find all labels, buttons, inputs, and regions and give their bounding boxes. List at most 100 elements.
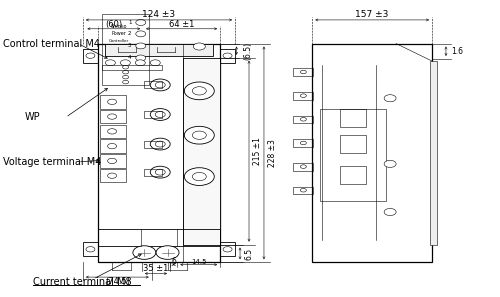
Circle shape bbox=[223, 247, 232, 252]
Circle shape bbox=[300, 118, 306, 121]
Bar bbox=[294, 68, 314, 76]
Circle shape bbox=[108, 143, 116, 149]
Text: 157 ±3: 157 ±3 bbox=[356, 10, 389, 19]
Text: 4: 4 bbox=[128, 56, 132, 61]
Bar bbox=[100, 139, 126, 153]
Circle shape bbox=[120, 60, 130, 66]
Circle shape bbox=[122, 80, 128, 84]
Text: 2: 2 bbox=[128, 31, 132, 36]
Text: 228 ±3: 228 ±3 bbox=[268, 139, 278, 167]
Text: Current terminal M8: Current terminal M8 bbox=[33, 277, 132, 287]
Bar bbox=[83, 242, 98, 256]
Circle shape bbox=[155, 112, 165, 117]
Circle shape bbox=[108, 99, 116, 105]
Bar bbox=[102, 14, 150, 85]
Text: WP: WP bbox=[24, 113, 40, 122]
Text: 6.5: 6.5 bbox=[244, 247, 254, 260]
Bar bbox=[220, 49, 235, 63]
Bar bbox=[144, 169, 162, 176]
Bar bbox=[184, 58, 220, 244]
Circle shape bbox=[156, 246, 179, 259]
Bar bbox=[98, 44, 220, 262]
Text: 64 ±1: 64 ±1 bbox=[169, 20, 194, 29]
Bar bbox=[83, 49, 98, 63]
Circle shape bbox=[136, 31, 145, 37]
Text: Shinko: Shinko bbox=[110, 24, 126, 29]
Bar bbox=[340, 135, 366, 153]
Text: 215 ±1: 215 ±1 bbox=[254, 137, 262, 165]
Circle shape bbox=[155, 169, 165, 175]
Bar bbox=[294, 139, 314, 147]
Circle shape bbox=[122, 70, 128, 74]
Circle shape bbox=[86, 53, 95, 58]
Circle shape bbox=[136, 43, 145, 49]
Circle shape bbox=[150, 109, 170, 120]
Circle shape bbox=[122, 65, 128, 69]
Circle shape bbox=[300, 94, 306, 97]
Bar bbox=[100, 169, 126, 182]
Bar bbox=[220, 242, 235, 256]
Text: Controller: Controller bbox=[108, 39, 128, 43]
Text: Power: Power bbox=[111, 31, 126, 36]
Circle shape bbox=[150, 60, 160, 66]
Bar bbox=[312, 44, 432, 262]
Bar bbox=[100, 124, 126, 138]
Circle shape bbox=[184, 126, 214, 144]
Circle shape bbox=[150, 138, 170, 150]
Text: 6: 6 bbox=[171, 257, 176, 266]
Circle shape bbox=[155, 82, 165, 88]
Bar bbox=[340, 109, 366, 127]
Bar bbox=[102, 65, 162, 70]
Text: 35 ±1: 35 ±1 bbox=[144, 264, 169, 273]
Circle shape bbox=[155, 141, 165, 147]
Circle shape bbox=[122, 75, 128, 79]
Bar bbox=[320, 109, 386, 201]
Circle shape bbox=[136, 55, 145, 61]
Bar bbox=[144, 81, 162, 89]
Text: 124 ±3: 124 ±3 bbox=[142, 10, 176, 19]
Circle shape bbox=[106, 60, 116, 66]
Circle shape bbox=[108, 158, 116, 164]
Bar bbox=[100, 95, 126, 109]
Text: (60): (60) bbox=[105, 20, 122, 29]
Bar bbox=[294, 163, 314, 171]
Circle shape bbox=[136, 20, 145, 26]
Bar bbox=[100, 110, 126, 123]
Text: 1.6: 1.6 bbox=[451, 47, 463, 56]
Bar bbox=[294, 116, 314, 124]
Circle shape bbox=[300, 165, 306, 168]
Circle shape bbox=[223, 53, 232, 58]
Circle shape bbox=[300, 70, 306, 74]
Bar bbox=[144, 111, 162, 118]
Circle shape bbox=[184, 168, 214, 185]
Circle shape bbox=[192, 173, 206, 181]
Circle shape bbox=[384, 95, 396, 102]
Bar bbox=[144, 140, 162, 148]
Circle shape bbox=[150, 79, 170, 91]
Bar bbox=[430, 61, 438, 245]
Circle shape bbox=[384, 160, 396, 168]
Circle shape bbox=[192, 131, 206, 139]
Circle shape bbox=[150, 166, 170, 178]
Bar bbox=[98, 229, 220, 246]
Text: Control terminal M4: Control terminal M4 bbox=[2, 39, 100, 48]
Circle shape bbox=[108, 129, 116, 134]
Bar bbox=[294, 92, 314, 100]
Circle shape bbox=[86, 247, 95, 252]
Bar bbox=[294, 187, 314, 194]
Text: (6.5): (6.5) bbox=[244, 42, 252, 60]
Text: 14.5: 14.5 bbox=[191, 259, 206, 265]
Circle shape bbox=[194, 43, 205, 50]
Circle shape bbox=[384, 208, 396, 216]
Bar bbox=[100, 154, 126, 168]
Bar bbox=[106, 44, 212, 56]
Text: (74.5): (74.5) bbox=[105, 277, 130, 286]
Circle shape bbox=[108, 173, 116, 178]
Circle shape bbox=[184, 82, 214, 100]
Circle shape bbox=[133, 246, 156, 259]
Text: 3: 3 bbox=[128, 43, 132, 48]
Text: Voltage terminal M4: Voltage terminal M4 bbox=[2, 157, 101, 167]
Circle shape bbox=[108, 114, 116, 119]
Circle shape bbox=[300, 189, 306, 192]
Text: 1: 1 bbox=[128, 20, 132, 25]
